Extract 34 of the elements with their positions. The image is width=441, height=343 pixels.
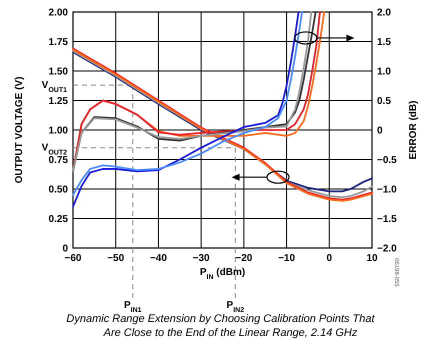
x-axis-title: P$_{IN}$ (dBm) — [200, 267, 246, 280]
y-tick-label: 0 — [62, 244, 68, 254]
y-tick-label: 0.25 — [48, 214, 68, 225]
ref-line-label: P$_{IN2}$ — [226, 300, 244, 314]
y-axis-title: OUTPUT VOLTAGE (V) — [14, 76, 25, 184]
text: Dynamic Range Extension by Choosing Calibration Points That Are Close to the End of the Linear Range, 2.14 GHz — [66, 313, 376, 339]
x-tick-label: 0 — [326, 253, 333, 264]
x-tick-label: −50 — [107, 253, 125, 264]
y2-tick-label: −1.0 — [377, 184, 398, 196]
x-tick-label: 10 — [366, 253, 378, 264]
y-tick-label: 1.00 — [48, 126, 68, 136]
y2-tick-label: 1.5 — [377, 37, 392, 48]
y2-tick-label: 1.0 — [377, 66, 392, 78]
y2-tick-label: 2.0 — [377, 8, 392, 18]
y2-axis-title: ERROR (dB) — [408, 100, 419, 160]
ref-line-label: V$_{OUT2}$ — [42, 142, 68, 156]
y2-tick-label: −0.5 — [377, 155, 398, 166]
y-tick-label: 0.50 — [48, 184, 68, 196]
y-tick-label: 0.75 — [48, 155, 68, 166]
y-tick-label: 1.25 — [48, 96, 68, 107]
y2-tick-label: −2.0 — [377, 244, 398, 254]
x-tick-label: −30 — [192, 253, 210, 264]
x-tick-label: −60 — [64, 253, 82, 264]
ref-line-label: V$_{OUT1}$ — [42, 80, 68, 94]
y-tick-label: 1.75 — [48, 37, 68, 48]
y2-tick-label: 0.5 — [377, 96, 392, 107]
y-tick-label: 1.50 — [48, 66, 68, 78]
y2-tick-label: 0 — [377, 126, 383, 136]
ref-line-label: P$_{IN1}$ — [124, 300, 142, 314]
x-tick-label: −40 — [150, 253, 168, 264]
y2-tick-label: −1.5 — [377, 214, 398, 225]
y-tick-label: 2.00 — [48, 8, 68, 18]
x-tick-label: −20 — [235, 253, 253, 264]
x-tick-label: −10 — [278, 253, 296, 264]
